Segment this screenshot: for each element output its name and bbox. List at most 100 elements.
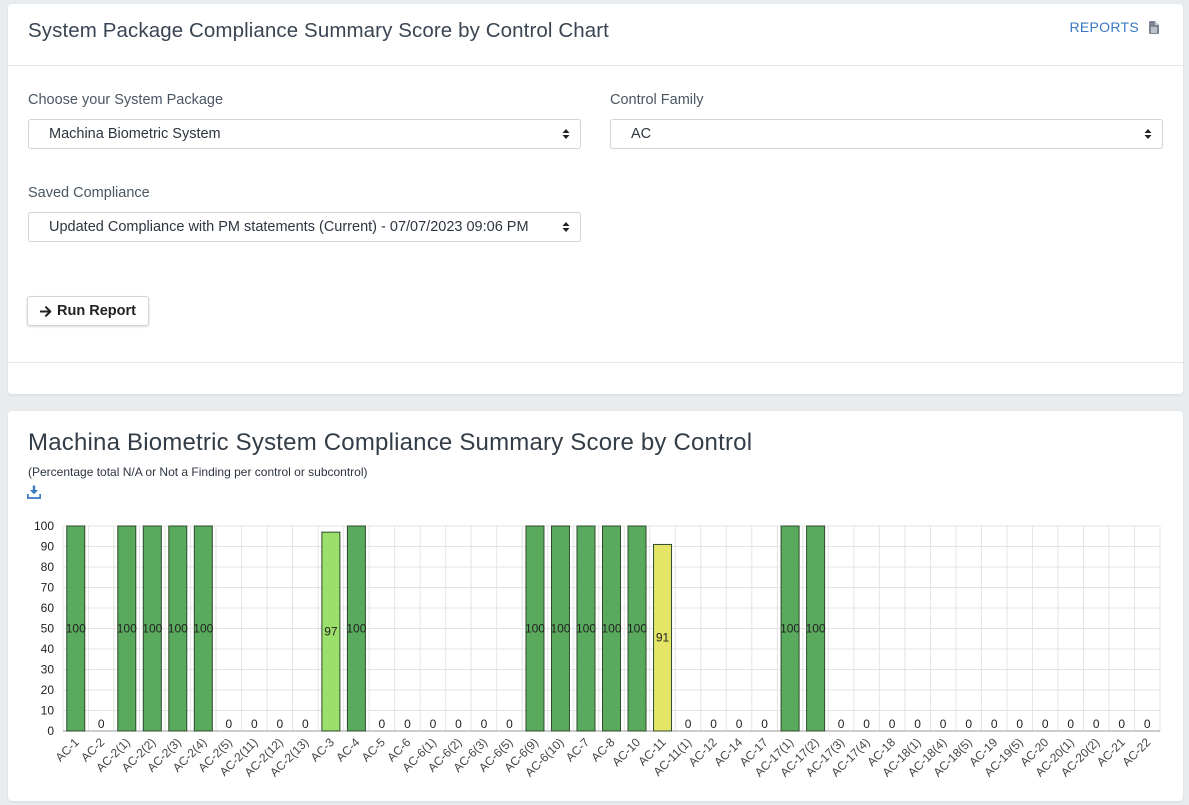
control-family-select[interactable]: AC	[610, 119, 1163, 149]
data-label: 100	[627, 622, 647, 636]
data-label: 0	[506, 717, 513, 731]
chart-title: Machina Biometric System Compliance Summ…	[28, 429, 753, 456]
system-package-value: Machina Biometric System	[49, 126, 221, 142]
saved-compliance-select[interactable]: Updated Compliance with PM statements (C…	[28, 212, 581, 242]
bar	[576, 525, 596, 732]
x-tick-label: AC-22	[1119, 735, 1153, 769]
data-label: 0	[1093, 717, 1100, 731]
bar	[142, 525, 162, 732]
chart-subtitle: (Percentage total N/A or Not a Finding p…	[28, 465, 368, 479]
page-title: System Package Compliance Summary Score …	[28, 19, 609, 42]
data-label: 0	[889, 717, 896, 731]
bar	[66, 525, 86, 732]
select-arrows-icon	[562, 222, 570, 232]
data-label: 0	[965, 717, 972, 731]
data-label: 100	[168, 622, 188, 636]
y-tick-label: 50	[41, 622, 55, 636]
data-label: 0	[1144, 717, 1151, 731]
data-label: 100	[576, 622, 596, 636]
data-label: 0	[940, 717, 947, 731]
select-arrows-icon	[562, 129, 570, 139]
data-label: 0	[225, 717, 232, 731]
data-label: 0	[404, 717, 411, 731]
data-label: 100	[806, 622, 826, 636]
bar	[346, 525, 366, 732]
data-label: 100	[117, 622, 137, 636]
data-label: 0	[379, 717, 386, 731]
saved-compliance-value: Updated Compliance with PM statements (C…	[49, 219, 529, 235]
data-label: 0	[251, 717, 258, 731]
run-report-label: Run Report	[57, 303, 136, 319]
bar	[653, 543, 673, 732]
card-header: System Package Compliance Summary Score …	[8, 4, 1183, 66]
y-tick-label: 30	[41, 663, 55, 677]
control-family-label: Control Family	[610, 92, 704, 108]
bar	[550, 525, 570, 732]
bar	[602, 525, 621, 732]
y-tick-label: 70	[41, 581, 55, 595]
data-label: 100	[525, 622, 545, 636]
x-tick-label: AC-10	[609, 735, 643, 769]
data-label: 91	[656, 631, 670, 645]
data-label: 0	[1067, 717, 1074, 731]
y-tick-label: 0	[47, 724, 54, 738]
data-label: 100	[601, 622, 621, 636]
arrow-right-icon	[40, 305, 52, 317]
y-tick-label: 40	[41, 642, 55, 656]
data-label: 0	[838, 717, 845, 731]
y-tick-label: 60	[41, 601, 55, 615]
data-label: 100	[193, 622, 213, 636]
x-tick-label: AC-5	[359, 735, 388, 764]
y-tick-label: 90	[41, 540, 55, 554]
data-label: 0	[1016, 717, 1023, 731]
data-label: 0	[710, 717, 717, 731]
reports-link[interactable]: REPORTS	[1069, 19, 1159, 35]
data-label: 100	[780, 622, 800, 636]
bar	[321, 531, 341, 732]
bar	[168, 525, 188, 732]
data-label: 100	[550, 622, 570, 636]
divider	[8, 362, 1183, 363]
data-label: 0	[1042, 717, 1049, 731]
data-label: 0	[455, 717, 462, 731]
data-label: 0	[991, 717, 998, 731]
data-label: 0	[1118, 717, 1125, 731]
system-package-label: Choose your System Package	[28, 92, 224, 108]
system-package-select[interactable]: Machina Biometric System	[28, 119, 581, 149]
bar	[117, 525, 137, 732]
data-label: 0	[302, 717, 309, 731]
bar	[193, 525, 213, 732]
saved-compliance-label: Saved Compliance	[28, 185, 150, 201]
data-label: 0	[685, 717, 692, 731]
x-tick-label: AC-1	[53, 735, 82, 764]
report-settings-card: System Package Compliance Summary Score …	[8, 4, 1183, 394]
bar	[627, 525, 647, 732]
data-label: 0	[430, 717, 437, 731]
bar	[806, 525, 826, 732]
x-tick-label: AC-3	[308, 735, 337, 764]
data-label: 100	[142, 622, 162, 636]
control-family-value: AC	[631, 126, 652, 142]
run-report-button[interactable]: Run Report	[27, 296, 149, 326]
data-label: 100	[346, 622, 366, 636]
download-icon[interactable]	[27, 485, 41, 499]
x-tick-label: AC-7	[563, 735, 592, 764]
y-tick-label: 80	[41, 560, 55, 574]
document-icon	[1149, 20, 1159, 34]
chart-card: Machina Biometric System Compliance Summ…	[8, 411, 1183, 801]
data-label: 0	[481, 717, 488, 731]
y-tick-label: 100	[34, 519, 54, 533]
bar	[780, 525, 800, 732]
data-label: 0	[761, 717, 768, 731]
y-tick-label: 10	[41, 704, 55, 718]
y-tick-label: 20	[41, 683, 55, 697]
data-label: 0	[98, 717, 105, 731]
data-label: 0	[277, 717, 284, 731]
data-label: 97	[324, 625, 338, 639]
data-label: 0	[736, 717, 743, 731]
data-label: 0	[863, 717, 870, 731]
data-label: 100	[66, 622, 86, 636]
x-tick-label: AC-4	[333, 735, 362, 764]
reports-link-label: REPORTS	[1069, 19, 1139, 35]
select-arrows-icon	[1144, 129, 1152, 139]
